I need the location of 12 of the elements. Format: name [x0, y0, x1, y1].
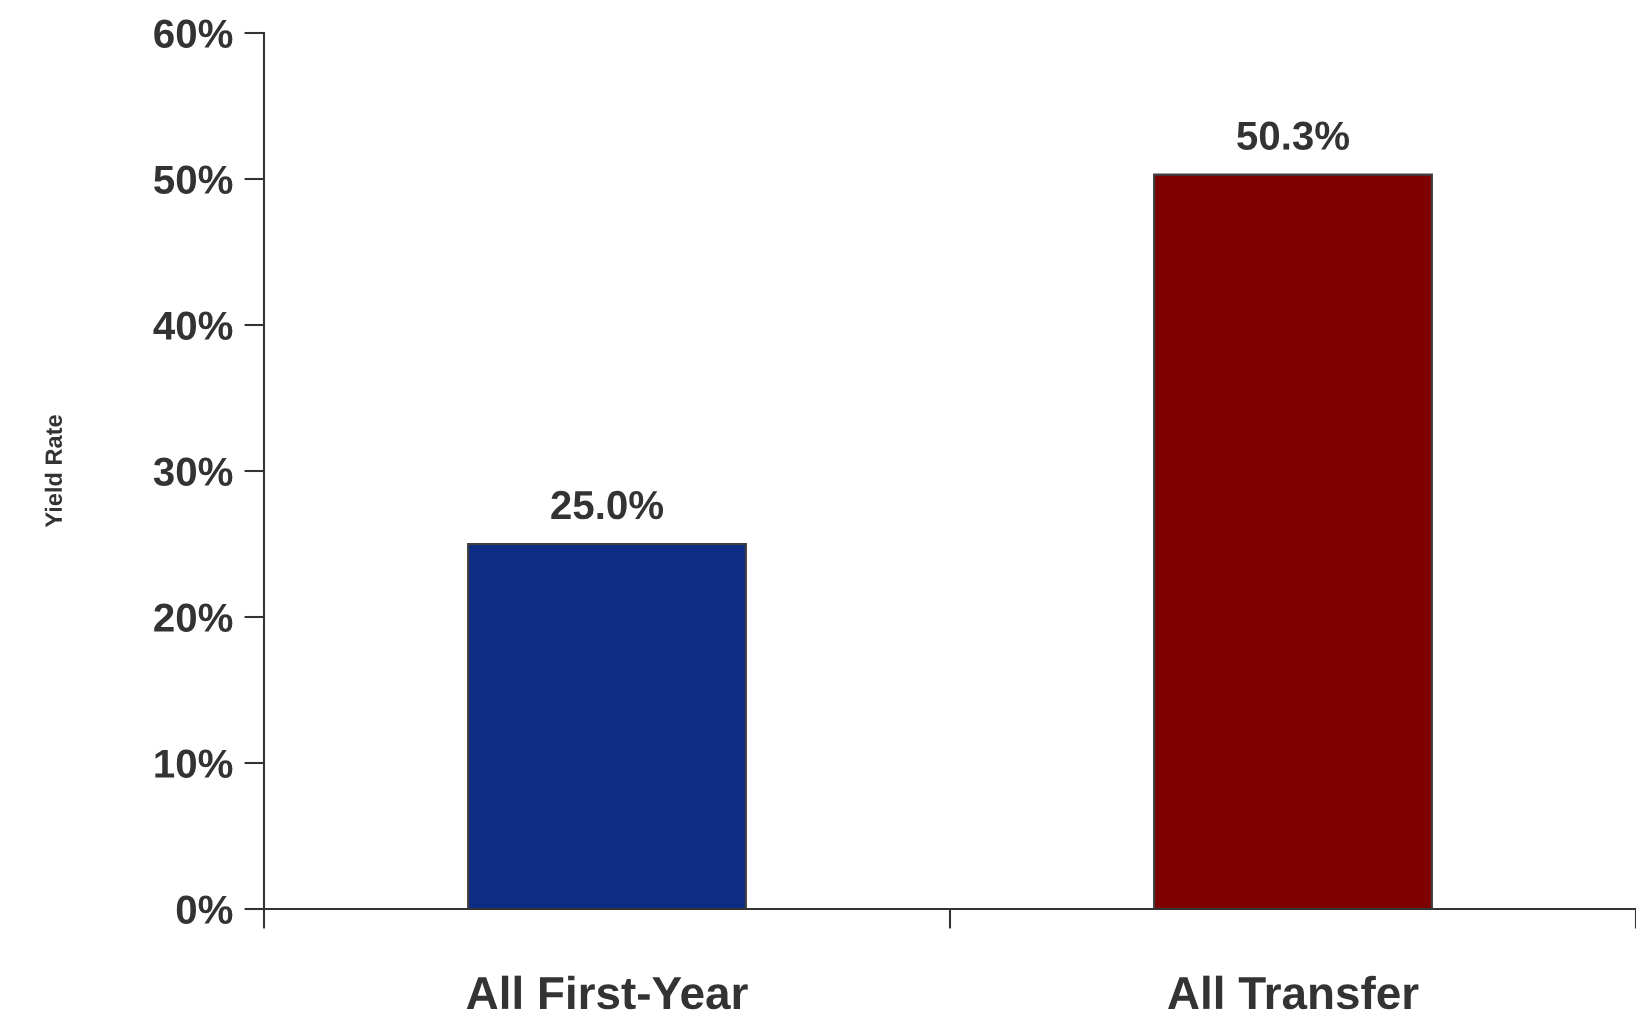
x-tick-label: All Transfer	[1168, 975, 1419, 1010]
y-tick-label: 50%	[154, 165, 233, 194]
x-tick-label: All First-Year	[466, 975, 748, 1010]
y-tick-label: 30%	[153, 457, 233, 487]
y-tick-label: 40%	[153, 311, 233, 340]
data-label: 50.3%	[1237, 121, 1350, 151]
y-tick-label: 0%	[176, 895, 233, 924]
y-tick-label: 20%	[154, 603, 233, 632]
y-tick-label: 60%	[154, 19, 233, 48]
data-label: 25.0%	[551, 490, 664, 520]
y-tick-label: 10%	[155, 749, 233, 778]
y-axis-title: Yield Rate	[44, 415, 63, 528]
